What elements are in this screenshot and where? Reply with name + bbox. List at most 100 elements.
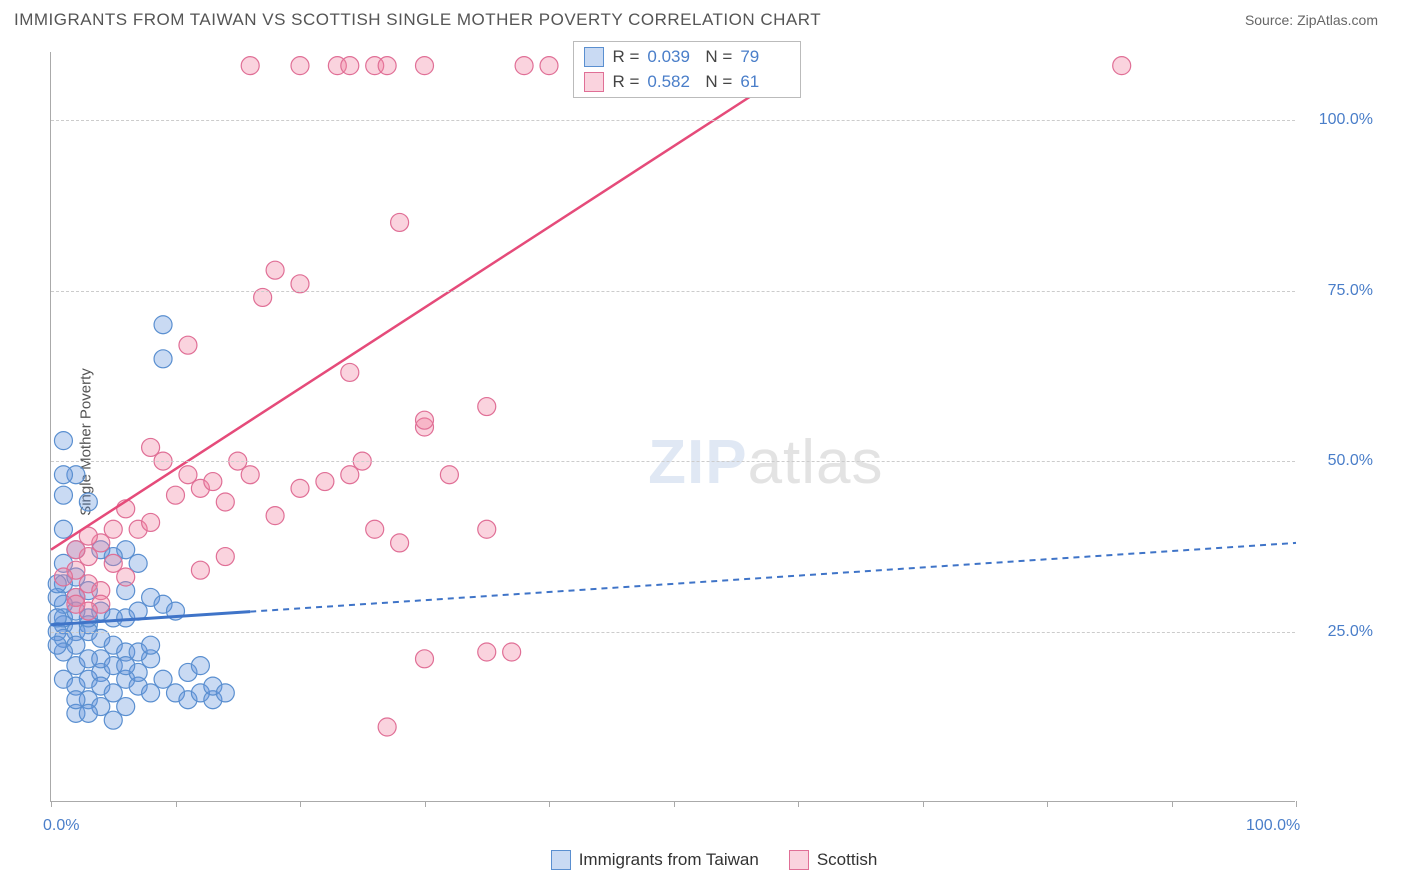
x-tick xyxy=(549,801,550,807)
grid-line xyxy=(51,291,1295,292)
x-tick xyxy=(51,801,52,807)
stat-r-value: 0.582 xyxy=(647,69,697,95)
data-point xyxy=(478,643,496,661)
data-point xyxy=(503,643,521,661)
data-point xyxy=(341,57,359,75)
stat-label: R = xyxy=(612,44,639,70)
data-point xyxy=(67,595,85,613)
stat-row: R = 0.039 N = 79 xyxy=(584,44,790,70)
legend-label: Scottish xyxy=(817,850,877,870)
data-point xyxy=(117,568,135,586)
data-point xyxy=(179,336,197,354)
y-tick-label: 100.0% xyxy=(1303,111,1373,129)
data-point xyxy=(266,261,284,279)
data-point xyxy=(54,432,72,450)
data-point xyxy=(440,466,458,484)
chart-title: IMMIGRANTS FROM TAIWAN VS SCOTTISH SINGL… xyxy=(14,10,821,30)
data-point xyxy=(378,57,396,75)
data-point xyxy=(48,636,66,654)
data-point xyxy=(416,411,434,429)
data-point xyxy=(378,718,396,736)
y-tick-label: 25.0% xyxy=(1303,623,1373,641)
data-point xyxy=(316,473,334,491)
legend-swatch xyxy=(551,850,571,870)
data-point xyxy=(291,57,309,75)
stat-n-value: 79 xyxy=(740,44,790,70)
data-point xyxy=(1113,57,1131,75)
data-point xyxy=(104,684,122,702)
data-point xyxy=(54,466,72,484)
data-point xyxy=(142,513,160,531)
legend-swatch xyxy=(584,47,604,67)
data-point xyxy=(54,568,72,586)
chart-container: Single Mother Poverty ZIPatlas R = 0.039… xyxy=(50,52,1378,832)
x-tick xyxy=(1047,801,1048,807)
data-point xyxy=(216,493,234,511)
data-point xyxy=(366,520,384,538)
x-tick xyxy=(300,801,301,807)
x-tick xyxy=(674,801,675,807)
trend-line xyxy=(250,543,1296,612)
data-point xyxy=(266,507,284,525)
data-point xyxy=(391,213,409,231)
source-label: Source: ZipAtlas.com xyxy=(1245,12,1378,28)
data-point xyxy=(216,548,234,566)
data-point xyxy=(478,520,496,538)
data-point xyxy=(191,561,209,579)
stat-n-value: 61 xyxy=(740,69,790,95)
stat-r-value: 0.039 xyxy=(647,44,697,70)
x-tick xyxy=(1172,801,1173,807)
stats-box: R = 0.039 N = 79 R = 0.582 N = 61 xyxy=(573,41,801,98)
data-point xyxy=(291,479,309,497)
grid-line xyxy=(51,120,1295,121)
data-point xyxy=(191,657,209,675)
data-point xyxy=(54,520,72,538)
x-tick-label: 0.0% xyxy=(43,817,79,835)
data-point xyxy=(540,57,558,75)
plot-area: ZIPatlas R = 0.039 N = 79 R = 0.582 N = … xyxy=(50,52,1295,802)
legend-swatch xyxy=(789,850,809,870)
data-point xyxy=(104,520,122,538)
data-point xyxy=(142,438,160,456)
legend-label: Immigrants from Taiwan xyxy=(579,850,759,870)
data-point xyxy=(216,684,234,702)
data-point xyxy=(167,486,185,504)
stat-label: R = xyxy=(612,69,639,95)
data-point xyxy=(117,657,135,675)
data-point xyxy=(341,363,359,381)
legend-item: Scottish xyxy=(789,850,877,870)
x-tick xyxy=(798,801,799,807)
stat-row: R = 0.582 N = 61 xyxy=(584,69,790,95)
data-point xyxy=(54,486,72,504)
y-tick-label: 50.0% xyxy=(1303,452,1373,470)
stat-label: N = xyxy=(705,44,732,70)
data-point xyxy=(241,57,259,75)
x-tick-label: 100.0% xyxy=(1246,817,1300,835)
data-point xyxy=(416,650,434,668)
data-point xyxy=(154,316,172,334)
data-point xyxy=(241,466,259,484)
data-point xyxy=(515,57,533,75)
title-bar: IMMIGRANTS FROM TAIWAN VS SCOTTISH SINGL… xyxy=(0,0,1406,36)
y-tick-label: 75.0% xyxy=(1303,282,1373,300)
data-point xyxy=(478,398,496,416)
grid-line xyxy=(51,461,1295,462)
data-point xyxy=(142,636,160,654)
data-point xyxy=(79,493,97,511)
trend-line xyxy=(51,66,798,550)
x-tick xyxy=(176,801,177,807)
data-point xyxy=(416,57,434,75)
data-point xyxy=(204,473,222,491)
svg-data-layer xyxy=(51,52,1295,801)
grid-line xyxy=(51,632,1295,633)
stat-label: N = xyxy=(705,69,732,95)
legend-swatch xyxy=(584,72,604,92)
data-point xyxy=(79,704,97,722)
x-tick xyxy=(923,801,924,807)
x-tick xyxy=(425,801,426,807)
data-point xyxy=(391,534,409,552)
data-point xyxy=(154,350,172,368)
data-point xyxy=(179,466,197,484)
legend-item: Immigrants from Taiwan xyxy=(551,850,759,870)
x-tick xyxy=(1296,801,1297,807)
